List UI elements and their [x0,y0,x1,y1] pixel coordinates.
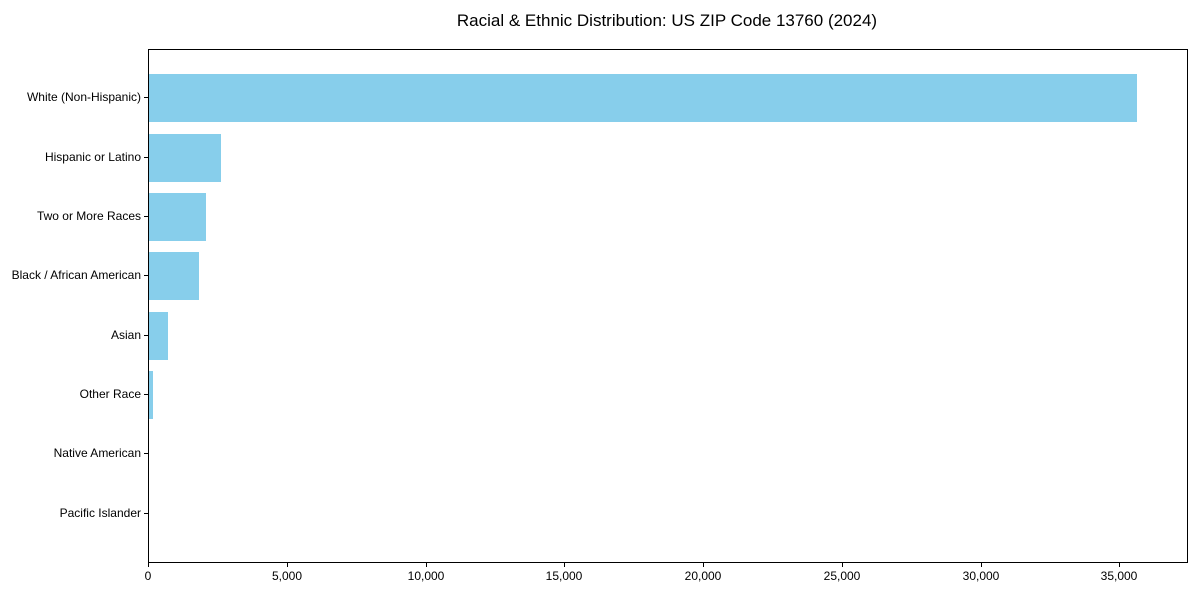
x-tick-label: 0 [144,569,152,583]
y-axis-tick [144,394,148,395]
x-axis-tick [981,563,982,567]
x-axis-tick [148,563,149,567]
x-tick-label: 15,000 [545,569,583,583]
x-axis-tick [426,563,427,567]
y-tick-label: Pacific Islander [59,506,141,520]
y-axis-tick [144,97,148,98]
bar-two-or-more-races [149,193,206,241]
x-axis-tick [287,563,288,567]
bar-asian [149,312,168,360]
bar-white-non-hispanic [149,74,1137,122]
y-tick-label: White (Non-Hispanic) [26,90,141,104]
bar-other-race [149,371,154,419]
y-axis-tick [144,453,148,454]
y-axis-tick [144,275,148,276]
x-tick-label: 5,000 [271,569,303,583]
x-axis-tick [1119,563,1120,567]
x-tick-label: 30,000 [962,569,1000,583]
chart-title: Racial & Ethnic Distribution: US ZIP Cod… [456,11,878,30]
y-axis-tick [144,513,148,514]
x-axis-tick [564,563,565,567]
y-tick-label: Hispanic or Latino [44,150,141,164]
x-tick-label: 25,000 [823,569,861,583]
x-tick-label: 20,000 [684,569,722,583]
y-tick-label: Native American [53,446,141,460]
x-axis-tick [842,563,843,567]
y-axis-tick [144,157,148,158]
y-tick-label: Black / African American [11,268,141,282]
y-tick-label: Other Race [79,387,141,401]
y-axis-tick [144,216,148,217]
y-axis-tick [144,335,148,336]
bar-black-african-american [149,252,199,300]
x-tick-label: 10,000 [407,569,445,583]
bar-hispanic-or-latino [149,134,222,182]
y-tick-label: Asian [110,328,141,342]
y-tick-label: Two or More Races [36,209,141,223]
x-axis-tick [703,563,704,567]
plot-area [148,49,1188,563]
x-tick-label: 35,000 [1100,569,1138,583]
